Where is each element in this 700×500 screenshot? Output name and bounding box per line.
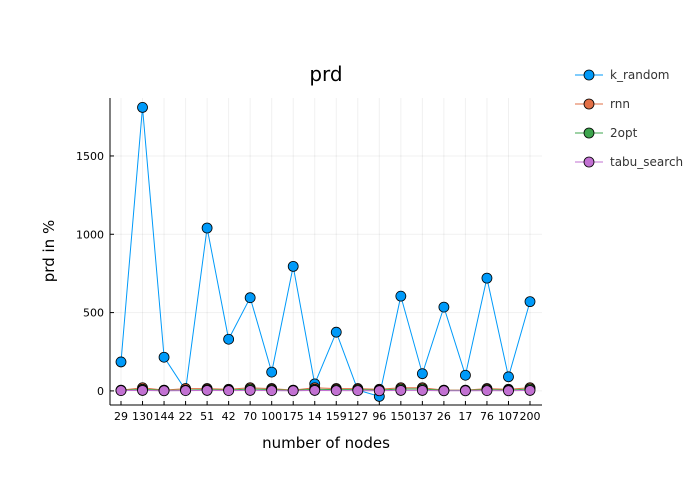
- x-tick-label: 14: [308, 410, 322, 423]
- y-tick-label: 0: [97, 385, 104, 398]
- data-point-tabu_search: [201, 385, 213, 396]
- data-point-tabu_search: [180, 385, 191, 396]
- data-point-k_random: [137, 101, 148, 113]
- x-tick-label: 76: [480, 410, 494, 423]
- x-tick-label: 70: [243, 410, 257, 423]
- data-point-tabu_search: [244, 385, 256, 396]
- grid-layer: [110, 98, 542, 405]
- x-axis-title: number of nodes: [262, 434, 390, 452]
- y-tick-label: 1500: [76, 150, 104, 163]
- data-point-k_random: [287, 260, 299, 272]
- data-point-tabu_search: [223, 385, 235, 396]
- data-point-tabu_search: [524, 385, 536, 396]
- data-point-k_random: [330, 326, 342, 338]
- x-tick-label: 200: [520, 410, 541, 423]
- legend-marker-2opt: [583, 127, 595, 139]
- data-point-tabu_search: [503, 385, 514, 397]
- axes-layer: [109, 98, 542, 406]
- data-point-k_random: [223, 333, 235, 345]
- data-point-k_random: [503, 371, 514, 383]
- y-axis-title: prd in %: [40, 220, 58, 282]
- series-line-k_random: [120, 107, 531, 398]
- data-point-k_random: [481, 272, 493, 284]
- legend-marker-rnn: [583, 98, 595, 110]
- x-tick-label: 175: [283, 410, 304, 423]
- data-point-k_random: [460, 369, 471, 381]
- x-tick-label: 127: [347, 410, 368, 423]
- legend-label-tabu_search: tabu_search: [610, 155, 683, 169]
- data-point-k_random: [266, 366, 278, 378]
- data-point-tabu_search: [287, 385, 299, 397]
- legend-label-2opt: 2opt: [610, 126, 638, 140]
- tick-layer: 29 130 144 22 51 42 70 100 175 14 159 127 96 150 137 26…: [76, 150, 541, 423]
- legend-marker-k_random: [583, 69, 595, 81]
- x-tick-label: 150: [390, 410, 411, 423]
- data-point-tabu_search: [352, 385, 364, 396]
- data-point-tabu_search: [373, 385, 385, 397]
- data-point-k_random: [158, 351, 170, 363]
- data-point-tabu_search: [309, 385, 321, 396]
- x-tick-label: 137: [412, 410, 433, 423]
- data-point-tabu_search: [266, 385, 278, 396]
- chart-title: prd: [309, 62, 342, 86]
- x-tick-label: 107: [498, 410, 519, 423]
- x-tick-label: 17: [458, 410, 472, 423]
- data-point-k_random: [244, 292, 256, 304]
- data-point-k_random: [201, 222, 213, 234]
- x-tick-label: 22: [179, 410, 193, 423]
- data-point-k_random: [524, 296, 536, 308]
- data-point-tabu_search: [395, 385, 407, 396]
- data-point-tabu_search: [137, 385, 148, 396]
- x-tick-label: 96: [372, 410, 386, 423]
- legend-label-rnn: rnn: [610, 97, 630, 111]
- x-tick-label: 29: [114, 410, 128, 423]
- data-point-k_random: [395, 290, 407, 302]
- x-tick-label: 51: [200, 410, 214, 423]
- data-point-k_random: [416, 368, 428, 380]
- x-tick-label: 26: [437, 410, 451, 423]
- series-layer: [115, 101, 536, 402]
- data-point-tabu_search: [460, 385, 471, 397]
- y-tick-label: 500: [83, 307, 104, 320]
- x-tick-label: 100: [261, 410, 282, 423]
- data-point-tabu_search: [115, 385, 127, 396]
- data-point-tabu_search: [330, 385, 342, 396]
- data-point-tabu_search: [416, 385, 428, 396]
- data-point-k_random: [115, 356, 127, 368]
- data-point-tabu_search: [438, 385, 450, 397]
- x-tick-label: 159: [326, 410, 347, 423]
- legend-marker-tabu_search: [583, 156, 595, 168]
- legend-label-k_random: k_random: [610, 68, 670, 82]
- x-tick-label: 130: [132, 410, 153, 423]
- x-tick-label: 144: [154, 410, 175, 423]
- data-point-k_random: [438, 301, 450, 313]
- data-point-tabu_search: [158, 385, 170, 397]
- data-point-tabu_search: [481, 385, 493, 396]
- y-tick-label: 1000: [76, 228, 104, 241]
- x-tick-label: 42: [222, 410, 236, 423]
